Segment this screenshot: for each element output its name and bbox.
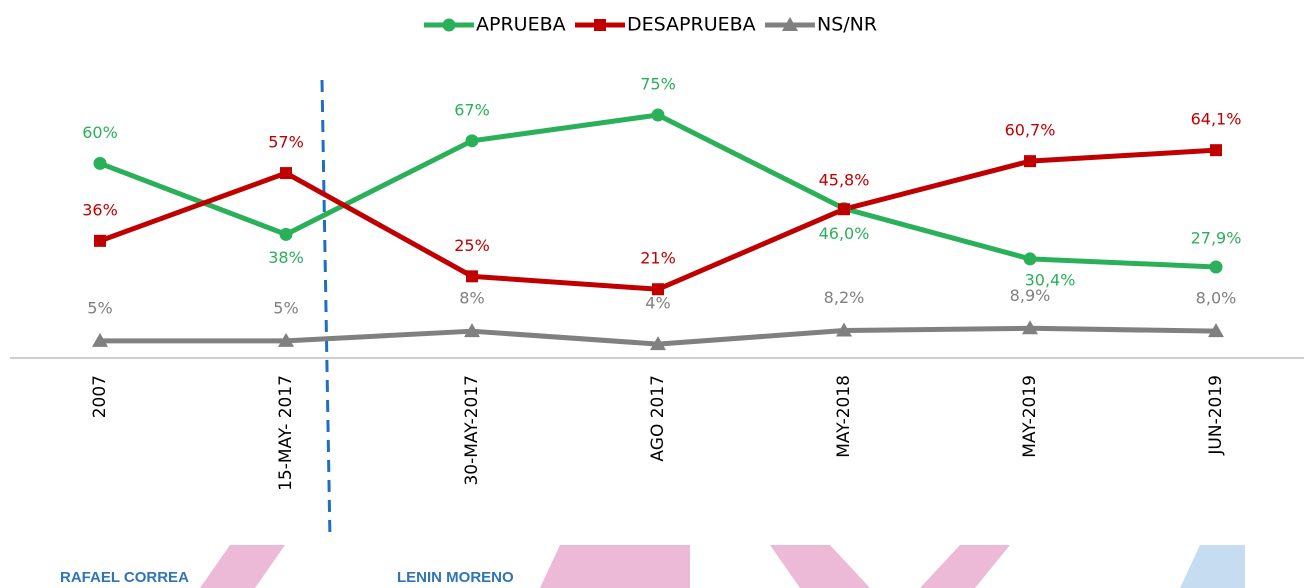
data-point [466, 270, 478, 282]
divider [322, 80, 330, 540]
data-label: 8,9% [1010, 286, 1051, 305]
data-label: 8,0% [1196, 289, 1237, 308]
legend-marker [443, 19, 456, 32]
data-label: 8% [459, 289, 484, 308]
data-label: 36% [82, 200, 118, 219]
data-label: 21% [640, 249, 676, 268]
legend-label: DESAPRUEBA [627, 14, 756, 36]
watermark [200, 545, 1245, 588]
data-point [1024, 252, 1037, 265]
data-point [94, 157, 107, 170]
annotation: LENIN MORENO [397, 569, 514, 586]
data-label: 60% [82, 123, 118, 142]
x-tick-label: 30-MAY-2017 [462, 375, 482, 486]
data-label: 46,0% [819, 224, 870, 243]
data-label: 5% [273, 298, 298, 317]
data-point [94, 235, 106, 247]
annotation: RAFAEL CORREA [60, 569, 189, 586]
x-tick-label: 15-MAY- 2017 [276, 375, 296, 491]
data-label: 64,1% [1191, 110, 1242, 129]
data-point [280, 228, 293, 241]
data-label: 25% [454, 236, 490, 255]
data-label: 45,8% [819, 171, 870, 190]
x-tick-label: 2007 [90, 375, 110, 418]
data-point [1210, 144, 1222, 156]
data-label: 57% [268, 133, 304, 152]
data-point [1210, 260, 1223, 273]
data-label: 27,9% [1191, 228, 1242, 247]
data-label: 38% [268, 248, 304, 267]
data-point [1024, 155, 1036, 167]
x-tick-label: AGO 2017 [648, 375, 668, 462]
data-label: 8,2% [824, 288, 865, 307]
data-label: 60,7% [1005, 121, 1056, 140]
data-label: 67% [454, 100, 490, 119]
data-point [652, 109, 665, 122]
x-tick-label: MAY-2019 [1020, 375, 1040, 458]
chart: RAFAEL CORREA LENIN MORENO 2007 15-MAY- 2… [0, 0, 1314, 588]
legend-marker [594, 19, 606, 31]
page: {"chart_data": {"type": "line", "categor… [0, 0, 1314, 588]
series-line [100, 150, 1216, 289]
data-label: 75% [640, 75, 676, 94]
x-tick-label: MAY-2018 [834, 375, 854, 458]
data-label: 5% [87, 298, 112, 317]
x-tick-label: JUN-2019 [1206, 375, 1226, 456]
data-point [280, 167, 292, 179]
data-point [466, 134, 479, 147]
legend-label: APRUEBA [476, 14, 566, 36]
data-label: 4% [645, 294, 670, 313]
data-point [838, 203, 850, 215]
legend-label: NS/NR [817, 14, 877, 36]
